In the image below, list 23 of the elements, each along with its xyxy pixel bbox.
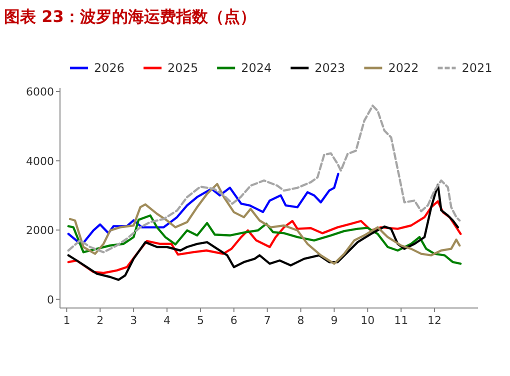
x-tick-label: 2 <box>96 314 104 327</box>
x-tick-label: 6 <box>230 314 238 327</box>
x-tick-label: 5 <box>196 314 204 327</box>
legend-label: 2023 <box>314 61 346 75</box>
x-tick-label: 10 <box>360 314 375 327</box>
legend-label: 2021 <box>462 61 492 75</box>
x-tick-label: 3 <box>130 314 138 327</box>
x-tick-label: 1 <box>63 314 70 327</box>
x-tick-label: 11 <box>394 314 408 327</box>
legend-label: 2024 <box>241 61 272 75</box>
x-tick-label: 12 <box>428 314 442 327</box>
legend-label: 2026 <box>94 61 125 75</box>
legend-label: 2022 <box>388 61 419 75</box>
x-tick-label: 4 <box>164 314 171 327</box>
x-tick-label: 8 <box>297 314 304 327</box>
y-tick-label: 2000 <box>26 224 54 238</box>
x-tick-label: 7 <box>264 314 271 327</box>
y-tick-label: 4000 <box>26 154 54 168</box>
chart-title: 图表 23：波罗的海运费指数（点） <box>4 7 256 26</box>
y-tick-label: 6000 <box>26 85 54 98</box>
x-tick-label: 9 <box>330 314 338 327</box>
y-tick-label: 0 <box>47 293 54 306</box>
legend-label: 2025 <box>168 61 198 75</box>
